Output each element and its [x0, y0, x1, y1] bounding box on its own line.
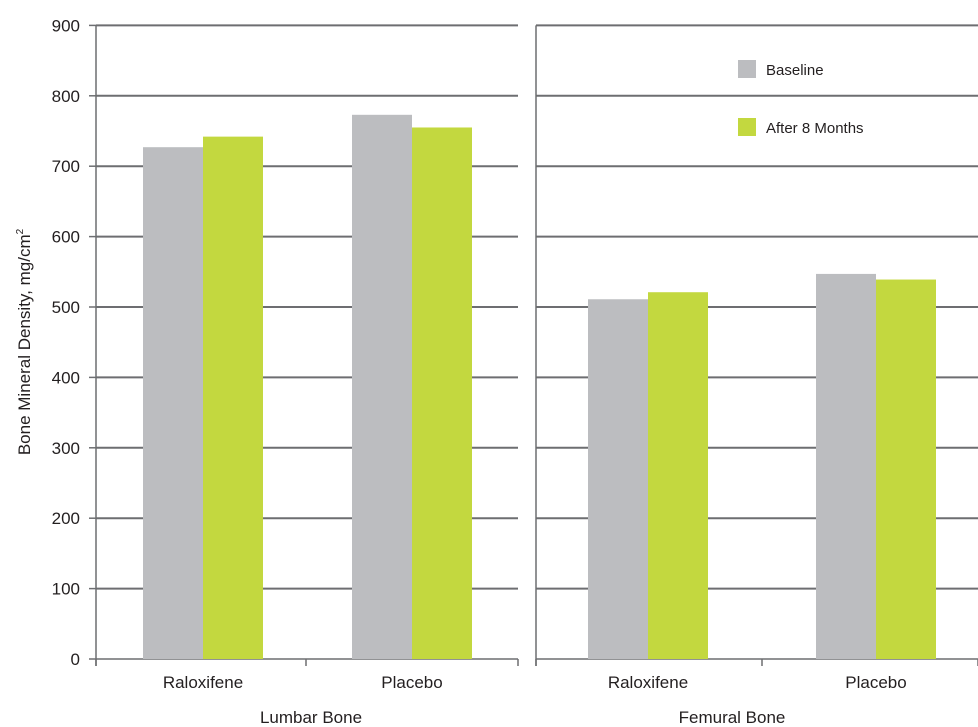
panel-xlabel: Lumbar Bone [260, 708, 362, 727]
bar-baseline [143, 147, 203, 659]
y-tick-label: 900 [52, 16, 80, 35]
y-tick-label: 200 [52, 509, 80, 528]
category-label: Placebo [845, 673, 906, 692]
bar-after-8-months [412, 127, 472, 660]
legend-label: Baseline [766, 62, 824, 79]
y-tick-label: 500 [52, 298, 80, 317]
legend-swatch [738, 118, 756, 136]
y-tick-label: 300 [52, 439, 80, 458]
y-tick-label: 600 [52, 228, 80, 247]
bar-baseline [588, 299, 648, 659]
y-tick-label: 0 [71, 650, 80, 669]
y-axis-title-text: Bone Mineral Density, mg/cm [15, 234, 34, 455]
category-label: Raloxifene [163, 673, 243, 692]
y-axis-title: Bone Mineral Density, mg/cm2 [15, 228, 34, 455]
y-axis-title-superscript: 2 [15, 228, 26, 234]
category-labels: Raloxifene Placebo Lumbar Bone Raloxifene Pl… [163, 673, 907, 727]
legend-label: After 8 Months [766, 120, 864, 137]
legend-swatch [738, 60, 756, 78]
category-label: Placebo [381, 673, 442, 692]
bar-baseline [352, 114, 412, 660]
bar-after-8-months [203, 136, 263, 659]
category-label: Raloxifene [608, 673, 688, 692]
y-tick-label: 400 [52, 368, 80, 387]
bars [143, 114, 936, 660]
panel-xlabel: Femural Bone [679, 708, 786, 727]
y-tick-label: 700 [52, 157, 80, 176]
bar-baseline [816, 273, 876, 659]
legend: Baseline After 8 Months [738, 60, 864, 137]
y-tick-label: 800 [52, 87, 80, 106]
y-tick-labels: 0 100 200 300 400 500 600 700 800 900 [52, 16, 80, 669]
bar-after-8-months [876, 279, 936, 659]
y-tick-label: 100 [52, 580, 80, 599]
bar-after-8-months [648, 292, 708, 659]
